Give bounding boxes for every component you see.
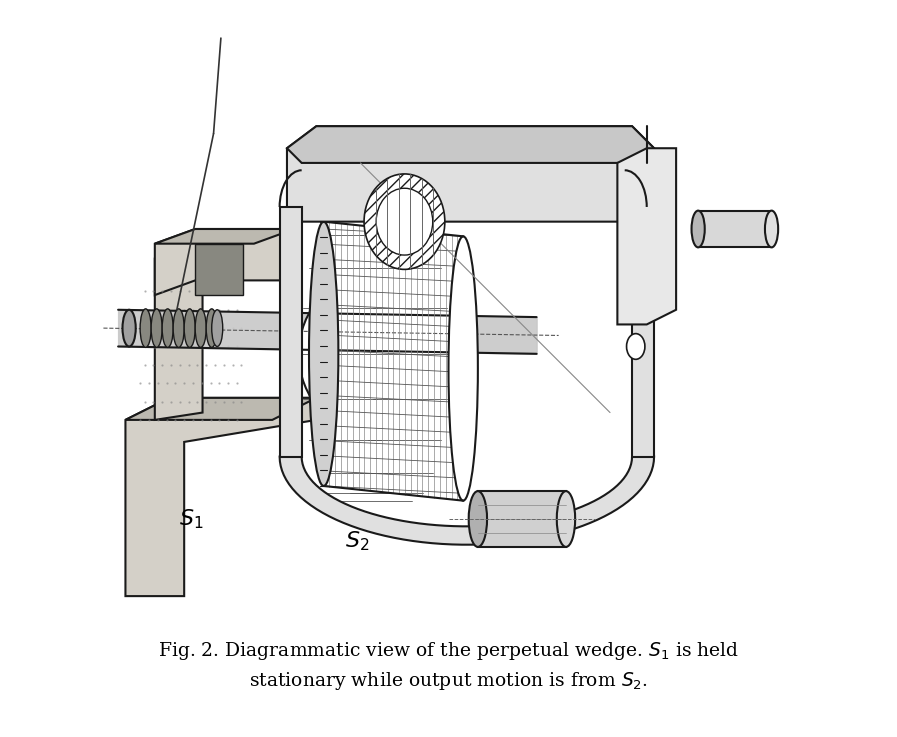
Ellipse shape bbox=[557, 491, 575, 547]
Ellipse shape bbox=[626, 334, 645, 360]
Ellipse shape bbox=[162, 309, 173, 347]
Polygon shape bbox=[698, 211, 771, 248]
Ellipse shape bbox=[364, 174, 445, 270]
Ellipse shape bbox=[184, 309, 196, 347]
Polygon shape bbox=[155, 229, 294, 244]
Text: stationary while output motion is from $S_2$.: stationary while output motion is from $… bbox=[249, 669, 648, 691]
Text: Fig. 2. Diagrammatic view of the perpetual wedge. $S_1$ is held: Fig. 2. Diagrammatic view of the perpetu… bbox=[158, 640, 739, 662]
Ellipse shape bbox=[212, 310, 222, 346]
Ellipse shape bbox=[692, 211, 705, 248]
Ellipse shape bbox=[765, 211, 779, 248]
Polygon shape bbox=[287, 126, 654, 163]
Text: $S_2$: $S_2$ bbox=[344, 529, 369, 553]
Polygon shape bbox=[287, 126, 654, 222]
Polygon shape bbox=[196, 244, 243, 295]
Ellipse shape bbox=[299, 273, 451, 435]
Ellipse shape bbox=[376, 188, 432, 255]
Ellipse shape bbox=[140, 309, 151, 347]
Polygon shape bbox=[280, 207, 301, 457]
Ellipse shape bbox=[448, 237, 478, 500]
Ellipse shape bbox=[123, 310, 135, 346]
Ellipse shape bbox=[469, 491, 487, 547]
Ellipse shape bbox=[173, 309, 184, 347]
Polygon shape bbox=[155, 229, 294, 295]
Polygon shape bbox=[617, 148, 676, 324]
Polygon shape bbox=[324, 222, 463, 500]
Ellipse shape bbox=[151, 309, 162, 347]
Ellipse shape bbox=[206, 309, 217, 347]
Text: $S_1$: $S_1$ bbox=[179, 507, 204, 531]
Polygon shape bbox=[126, 398, 317, 420]
Ellipse shape bbox=[196, 309, 206, 347]
Ellipse shape bbox=[309, 222, 338, 486]
Polygon shape bbox=[280, 457, 654, 545]
Polygon shape bbox=[632, 207, 654, 457]
Polygon shape bbox=[478, 491, 566, 547]
Polygon shape bbox=[126, 398, 317, 596]
Polygon shape bbox=[155, 244, 236, 420]
